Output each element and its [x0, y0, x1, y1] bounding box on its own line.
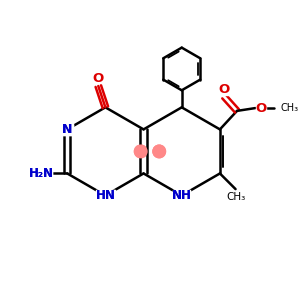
Bar	[219, 85, 229, 94]
Bar	[31, 168, 52, 179]
Text: N: N	[62, 123, 72, 136]
Text: CH₃: CH₃	[280, 103, 298, 113]
Bar	[256, 103, 266, 113]
Text: HN: HN	[95, 189, 115, 202]
Text: O: O	[219, 83, 230, 96]
Text: HN: HN	[95, 189, 115, 202]
Text: H₂N: H₂N	[29, 167, 54, 180]
Text: O: O	[256, 102, 267, 115]
Bar	[173, 190, 190, 201]
Text: H₂N: H₂N	[29, 167, 54, 180]
Circle shape	[153, 145, 166, 158]
Text: NH: NH	[172, 189, 192, 202]
Bar	[96, 190, 115, 201]
Text: N: N	[62, 123, 72, 136]
Circle shape	[153, 145, 166, 158]
Bar	[31, 168, 52, 179]
Bar	[61, 124, 73, 135]
Bar	[61, 124, 73, 135]
Text: O: O	[93, 72, 104, 85]
Circle shape	[134, 145, 147, 158]
Bar	[96, 190, 115, 201]
Bar	[93, 73, 103, 83]
Text: NH: NH	[172, 189, 192, 202]
Circle shape	[134, 145, 147, 158]
Text: CH₃: CH₃	[226, 192, 246, 202]
Bar	[173, 190, 190, 201]
